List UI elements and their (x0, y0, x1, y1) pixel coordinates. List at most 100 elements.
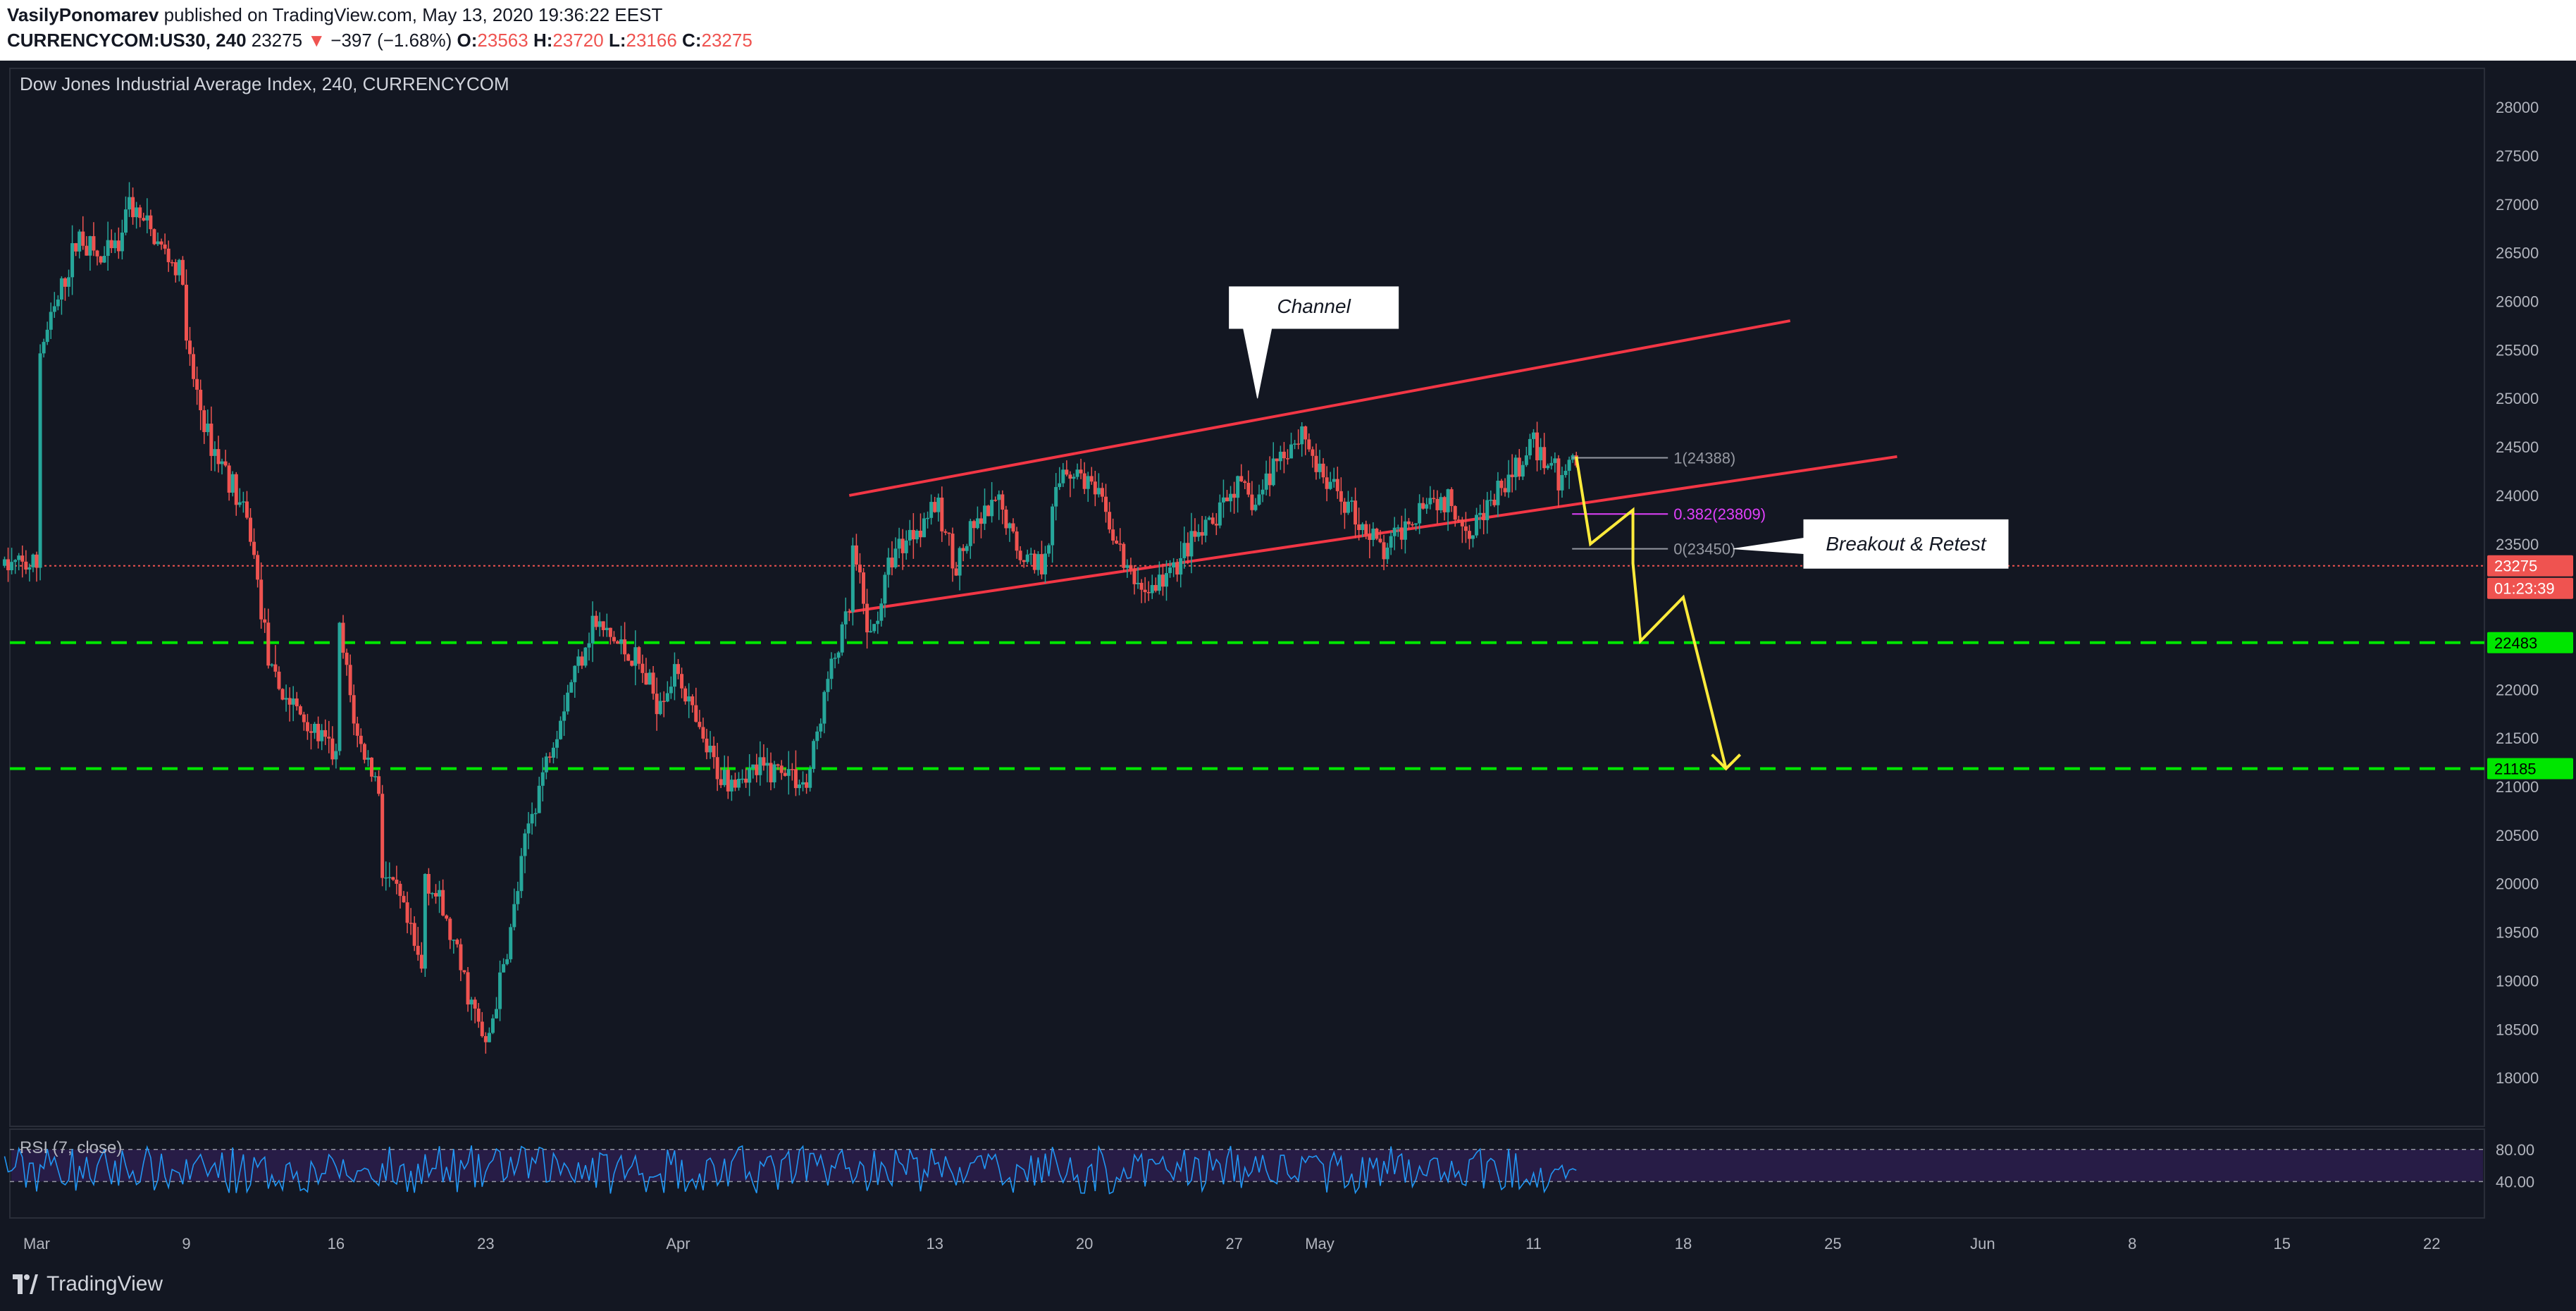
candle-body (102, 256, 106, 263)
candle-body (1321, 463, 1325, 478)
candle-body (159, 241, 163, 245)
candle-body (206, 424, 210, 433)
candle-body (473, 999, 477, 1009)
candle-body (1428, 498, 1432, 505)
candle-body (1193, 531, 1197, 537)
candle-body (1517, 457, 1521, 477)
candle-body (1425, 504, 1429, 509)
candle-body (1549, 462, 1554, 466)
candle-body (1036, 554, 1040, 570)
candle-body (801, 782, 805, 785)
candle-body (769, 763, 773, 782)
price-axis-tag-label: 21185 (2494, 761, 2537, 778)
chart-svg[interactable]: 1(24388) 0.382(23809) 0(23450) Channel Break… (0, 61, 2576, 1259)
candle-body (943, 531, 948, 533)
candle-body (1296, 443, 1301, 445)
candle-body (1528, 438, 1532, 456)
y-tick-label: 23500 (2496, 536, 2539, 553)
candle-body (1357, 524, 1361, 531)
candle-body (1015, 531, 1019, 551)
candle-body (1072, 476, 1076, 479)
candle-body (177, 259, 181, 276)
candle-body (872, 624, 877, 632)
candle-body (1496, 481, 1500, 505)
candle-body (1271, 458, 1275, 486)
candle-body (1293, 443, 1297, 445)
rsi-level-label: 80.00 (2496, 1141, 2534, 1159)
candle-body (1411, 524, 1415, 526)
candle-body (1542, 447, 1547, 469)
candle-body (1200, 531, 1204, 536)
symbol-name[interactable]: CURRENCYCOM:US30, 240 (7, 30, 247, 51)
candle-body (1335, 479, 1339, 491)
candle-body (1236, 476, 1240, 498)
candle-body (1186, 543, 1190, 557)
candle-body (448, 918, 452, 940)
candle-body (683, 688, 688, 702)
author-name[interactable]: VasilyPonomarev (7, 4, 159, 25)
candle-body (857, 565, 862, 573)
candle-body (81, 231, 85, 246)
candle-body (498, 972, 502, 1009)
candle-body (954, 568, 958, 576)
candle-body (886, 558, 891, 575)
candle-body (1482, 512, 1486, 521)
candle-body (637, 647, 641, 664)
candle-body (313, 723, 317, 733)
candle-body (936, 497, 941, 512)
candle-body (1475, 515, 1479, 536)
y-tick-label: 27500 (2496, 147, 2539, 165)
x-tick-label: Mar (23, 1235, 50, 1252)
y-tick-label: 20000 (2496, 875, 2539, 893)
candle-body (1446, 489, 1450, 512)
candle-body (1143, 589, 1147, 593)
candle-body (277, 671, 281, 689)
x-tick-label: 15 (2274, 1235, 2291, 1252)
candle-body (295, 698, 299, 706)
candle-body (908, 529, 912, 541)
rsi-line (4, 1145, 1577, 1195)
chart-area[interactable]: 1(24388) 0.382(23809) 0(23450) Channel Break… (0, 61, 2576, 1259)
candle-body (715, 757, 719, 780)
candle-body (644, 672, 648, 685)
candle-body (526, 823, 531, 834)
candle-body (1039, 554, 1044, 574)
candle-body (1368, 534, 1372, 541)
candle-body (426, 873, 431, 894)
candle-body (583, 647, 588, 666)
candle-body (85, 245, 89, 256)
candle-body (1268, 473, 1272, 486)
candle-body (180, 259, 185, 285)
fib-level-label: 0.382(23809) (1673, 505, 1766, 523)
candle-body (466, 972, 470, 1005)
candle-body (59, 278, 63, 300)
candle-body (1382, 542, 1386, 560)
candle-body (509, 927, 513, 959)
candle-body (1008, 523, 1012, 529)
tradingview-logo[interactable]: TradingView (13, 1269, 163, 1300)
price-axis-tag-label: 23275 (2494, 558, 2537, 575)
candle-body (1157, 574, 1161, 591)
y-tick-label: 18000 (2496, 1069, 2539, 1087)
candle-body (1221, 497, 1225, 503)
candle-body (252, 541, 256, 555)
candle-body (1456, 519, 1461, 521)
candle-body (1111, 529, 1115, 541)
candle-body (1332, 479, 1336, 482)
candle-body (1471, 535, 1475, 539)
candle-body (416, 945, 420, 955)
candle-body (1546, 465, 1550, 469)
low-value: 23166 (626, 30, 677, 51)
channel-callout-bubble (1229, 286, 1399, 399)
y-tick-label: 26500 (2496, 245, 2539, 262)
candle-body (230, 474, 235, 493)
candle-body (997, 494, 1001, 500)
candle-body (1524, 455, 1528, 465)
candle-body (430, 893, 434, 894)
candle-body (6, 559, 11, 571)
candle-body (655, 694, 659, 715)
candle-body (1089, 476, 1094, 482)
candle-body (1044, 553, 1048, 574)
candle-body (1065, 469, 1069, 475)
candle-body (597, 621, 602, 627)
